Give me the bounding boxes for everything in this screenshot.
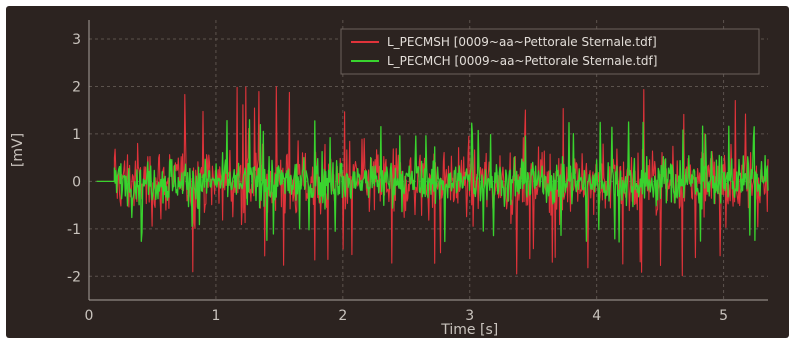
- y-tick-label: 0: [72, 174, 81, 190]
- legend-label-emg-sh: L_PECMSH [0009~aa~Pettorale Sternale.tdf…: [387, 35, 657, 49]
- x-tick-label: 5: [719, 308, 728, 324]
- x-axis-label: Time [s]: [440, 322, 498, 338]
- x-tick-label: 4: [592, 308, 601, 324]
- series-line-0: [96, 86, 769, 277]
- legend-box: [340, 28, 760, 75]
- emg-chart: 0 1 2 3 4 5 3 2 1 0 -1 -2 Time [s] [mV] L_PECMSH […: [10, 20, 769, 338]
- x-tick-label: 2: [338, 308, 347, 324]
- legend: L_PECMSH [0009~aa~Pettorale Sternale.tdf…: [340, 28, 760, 75]
- series-line-1: [96, 119, 769, 243]
- legend-label-emg-ch: L_PECMCH [0009~aa~Pettorale Sternale.tdf…: [387, 54, 657, 68]
- plot-series: [96, 86, 769, 277]
- x-tick-label: 1: [211, 308, 220, 324]
- x-tick-label: 3: [465, 308, 474, 324]
- y-tick-label: -1: [67, 222, 81, 238]
- y-tick-label: 1: [72, 127, 81, 143]
- x-tick-label: 0: [85, 308, 94, 324]
- y-tick-label: 3: [72, 32, 81, 48]
- y-tick-label: 2: [72, 79, 81, 95]
- x-tick-labels: 0 1 2 3 4 5: [85, 308, 729, 324]
- axes: [88, 20, 768, 301]
- plot-screen: 0 1 2 3 4 5 3 2 1 0 -1 -2 Time [s] [mV] L_PECMSH […: [6, 6, 789, 338]
- y-axis-label: [mV]: [10, 133, 26, 167]
- y-tick-label: -2: [67, 269, 81, 285]
- y-tick-labels: 3 2 1 0 -1 -2: [67, 32, 81, 285]
